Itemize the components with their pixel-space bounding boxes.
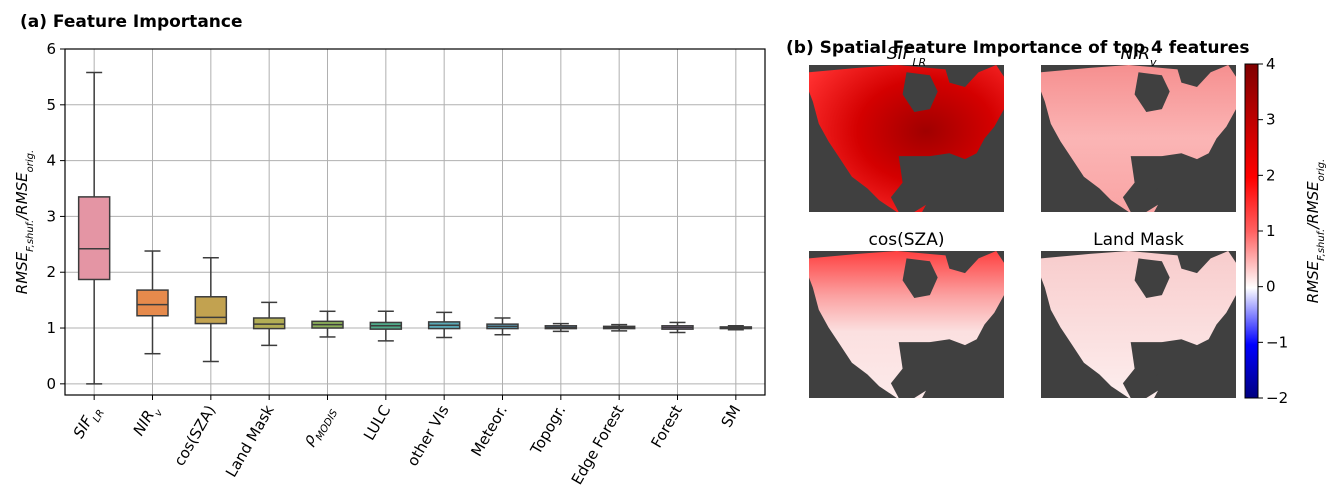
map-land xyxy=(809,251,1004,398)
box-iqr xyxy=(252,317,286,330)
map-gulf xyxy=(1130,342,1170,381)
y-tick-label: 2 xyxy=(46,263,56,281)
map-2: cos(SZA) xyxy=(809,230,1004,398)
map-3: Land Mask xyxy=(1041,230,1236,398)
box-11 xyxy=(719,325,753,331)
x-tick-label: SIFLR xyxy=(69,402,106,444)
box-3 xyxy=(252,301,286,347)
panel-b-title: (b) Spatial Feature Importance of top 4 … xyxy=(786,38,1249,58)
colorbar xyxy=(1244,63,1259,399)
colorbar-tick-label: 3 xyxy=(1266,111,1276,129)
box-2 xyxy=(194,256,228,363)
map-hudson-bay xyxy=(902,258,938,298)
map-title: NIRv xyxy=(1120,44,1157,69)
colorbar-tick-label: 2 xyxy=(1266,166,1276,184)
x-tick-label: Edge Forest xyxy=(568,402,628,488)
map-land xyxy=(1041,65,1236,212)
map-0: SIFLR xyxy=(809,44,1004,212)
colorbar-tick-label: 0 xyxy=(1266,278,1276,296)
x-tick-label: NIRv xyxy=(129,401,165,441)
box-iqr xyxy=(136,289,169,317)
map-hudson-bay xyxy=(902,72,938,112)
box-10 xyxy=(661,321,694,334)
panel-a-title: (a) Feature Importance xyxy=(20,12,243,32)
box-1 xyxy=(136,250,169,355)
map-title: Land Mask xyxy=(1093,230,1184,250)
x-tick-label: LULC xyxy=(360,402,394,443)
y-ticks: 0 1 2 3 4 5 6 xyxy=(46,40,65,393)
box-iqr xyxy=(77,196,111,281)
box-7 xyxy=(486,317,519,336)
x-ticks: SIFLR NIRv cos(SZA) Land Mask ρMODIS LULC othe… xyxy=(69,395,744,488)
grid-layer xyxy=(65,48,765,395)
colorbar-tick-label: −2 xyxy=(1266,389,1288,407)
box-6 xyxy=(427,311,461,339)
y-tick-label: 6 xyxy=(46,40,56,58)
x-tick-label: Topogr. xyxy=(526,402,569,458)
map-gulf xyxy=(898,156,938,195)
box-4 xyxy=(311,310,344,338)
map-1: NIRv xyxy=(1041,44,1236,212)
box-5 xyxy=(369,310,403,342)
map-gulf xyxy=(898,342,938,381)
map-hudson-bay xyxy=(1134,258,1170,298)
y-tick-label: 3 xyxy=(46,207,56,225)
box-0 xyxy=(77,71,111,385)
y-tick-label: 0 xyxy=(46,375,56,393)
colorbar-tick-label: 1 xyxy=(1266,222,1276,240)
box-9 xyxy=(602,323,636,332)
map-title: cos(SZA) xyxy=(869,230,945,250)
x-tick-label: cos(SZA) xyxy=(170,402,219,469)
x-tick-label: Forest xyxy=(647,402,686,451)
box-8 xyxy=(544,322,578,333)
y-tick-label: 4 xyxy=(46,152,56,170)
plot-frame xyxy=(64,48,766,396)
y-axis-label: RMSEF,shuf./RMSEorig. xyxy=(13,150,36,294)
colorbar-tick-label: 4 xyxy=(1266,55,1276,73)
y-tick-label: 5 xyxy=(46,96,56,114)
y-tick-label: 1 xyxy=(46,319,56,337)
x-tick-label: ρMODIS xyxy=(299,401,340,450)
map-gulf xyxy=(1130,156,1170,195)
x-tick-label: Meteor. xyxy=(467,402,511,460)
x-tick-label: other VIs xyxy=(403,402,452,469)
colorbar-ticks: 4 3 2 1 0 −1 −2 xyxy=(1258,55,1288,407)
map-land xyxy=(809,65,1004,212)
map-land xyxy=(1041,251,1236,398)
map-layer: SIFLR NIRv cos(SZA) Land Mask xyxy=(809,44,1236,398)
box-iqr xyxy=(194,296,228,325)
colorbar-label: RMSEF,shuf./RMSEorig. xyxy=(1304,159,1326,303)
box-layer xyxy=(77,71,753,385)
x-tick-label: SM xyxy=(717,402,744,430)
map-title: SIFLR xyxy=(887,44,926,69)
map-hudson-bay xyxy=(1134,72,1170,112)
x-tick-label: Land Mask xyxy=(222,402,278,481)
colorbar-tick-label: −1 xyxy=(1266,333,1288,351)
